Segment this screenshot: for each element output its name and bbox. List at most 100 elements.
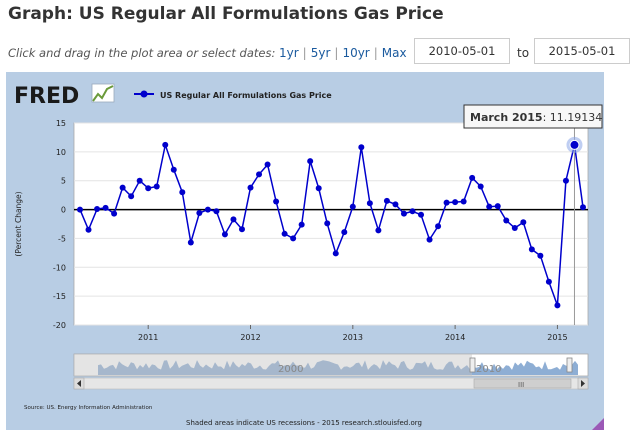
- scrollbar-thumb[interactable]: [473, 378, 572, 389]
- end-date-input[interactable]: [534, 38, 630, 64]
- data-point: [511, 225, 518, 232]
- data-point: [554, 302, 561, 309]
- footer-text: Shaded areas indicate US recessions - 20…: [186, 419, 422, 427]
- navigator-right-handle[interactable]: [566, 357, 573, 373]
- x-tick-label: 2015: [547, 333, 567, 342]
- data-point: [256, 171, 263, 178]
- fred-logo-text: FRED: [14, 84, 79, 109]
- data-point: [238, 226, 245, 233]
- data-point: [230, 216, 237, 223]
- svg-text:March 2015: 11.19134: March 2015: 11.19134: [470, 111, 602, 124]
- data-point: [162, 141, 169, 148]
- instructions-text: Click and drag in the plot area or selec…: [8, 46, 276, 60]
- range-link-1yr[interactable]: 1yr: [279, 46, 299, 60]
- data-point: [247, 184, 254, 191]
- data-point: [153, 183, 160, 190]
- chart-frame: FRED US Regular All Formulations Gas Pri…: [6, 72, 604, 430]
- data-point: [443, 199, 450, 206]
- data-point: [307, 158, 314, 165]
- plot-area[interactable]: [73, 122, 589, 326]
- fred-logo[interactable]: FRED: [14, 83, 115, 109]
- data-point: [383, 197, 390, 204]
- data-point: [281, 230, 288, 237]
- separator: |: [302, 46, 307, 60]
- data-point: [213, 208, 220, 215]
- fred-logo-mark-icon: [91, 83, 115, 103]
- y-tick-label: 15: [56, 119, 66, 128]
- data-point: [435, 223, 442, 230]
- data-point: [119, 184, 126, 191]
- start-date-input[interactable]: [414, 38, 510, 64]
- separator: |: [373, 46, 378, 60]
- data-point: [324, 220, 331, 227]
- chart-svg[interactable]: FRED US Regular All Formulations Gas Pri…: [6, 72, 604, 430]
- data-point: [494, 203, 501, 210]
- y-tick-label: -20: [53, 321, 66, 330]
- legend[interactable]: US Regular All Formulations Gas Price: [134, 90, 332, 101]
- navigator-area: [98, 360, 578, 375]
- data-point: [179, 189, 186, 196]
- data-point: [298, 221, 305, 228]
- data-point: [477, 183, 484, 190]
- tooltip: March 2015: 11.19134: [463, 104, 603, 129]
- data-point: [469, 174, 476, 181]
- scrollbar-grip: III: [518, 381, 524, 389]
- legend-label: US Regular All Formulations Gas Price: [160, 91, 332, 100]
- data-point: [332, 250, 339, 257]
- data-point: [503, 217, 510, 224]
- data-point: [204, 206, 211, 213]
- data-point: [358, 144, 365, 151]
- data-point: [580, 204, 586, 211]
- range-link-10yr[interactable]: 10yr: [342, 46, 370, 60]
- navigator-mask: [74, 354, 472, 376]
- page-title: Graph: US Regular All Formulations Gas P…: [8, 4, 444, 24]
- data-point: [537, 252, 544, 259]
- scroll-left-arrow-icon: [77, 380, 81, 387]
- data-point: [392, 201, 399, 208]
- y-axis-label: (Percent Change): [14, 191, 23, 256]
- data-point: [170, 166, 177, 173]
- data-point: [315, 185, 322, 192]
- data-point: [290, 235, 297, 242]
- data-point: [460, 198, 467, 205]
- range-link-max[interactable]: Max: [381, 46, 407, 60]
- data-point: [187, 239, 194, 246]
- data-point: [349, 203, 356, 210]
- navigator-left-handle[interactable]: [469, 357, 476, 373]
- y-tick-label: -10: [53, 263, 66, 272]
- range-link-5yr[interactable]: 5yr: [310, 46, 331, 60]
- data-point: [418, 211, 425, 218]
- y-tick-label: -5: [58, 234, 66, 243]
- data-point: [77, 206, 83, 213]
- data-point: [400, 210, 407, 217]
- navigator-label-2000: 2000: [278, 364, 303, 375]
- x-tick-label: 2013: [343, 333, 363, 342]
- resize-corner-icon[interactable]: [592, 418, 604, 430]
- navigator[interactable]: 2000 2010 III: [73, 353, 589, 390]
- y-axis-ticks: 15 10 5 0 -5 -10 -15 -20: [53, 119, 66, 330]
- data-point: [409, 208, 416, 215]
- tooltip-label: March 2015: [470, 111, 543, 124]
- x-tick-label: 2011: [138, 333, 158, 342]
- data-point: [128, 193, 135, 200]
- legend-marker-icon: [140, 90, 148, 98]
- data-point: [136, 177, 143, 184]
- data-point: [94, 205, 101, 212]
- separator: |: [334, 46, 339, 60]
- data-point: [196, 210, 203, 217]
- scroll-right-arrow-icon: [581, 380, 585, 387]
- data-point: [221, 231, 228, 238]
- y-tick-label: 0: [61, 206, 66, 215]
- y-tick-label: 5: [61, 177, 66, 186]
- navigator-label-2010: 2010: [476, 364, 501, 375]
- data-point: [341, 229, 348, 236]
- to-label: to: [517, 46, 530, 60]
- data-point: [366, 200, 373, 207]
- x-tick-label: 2014: [445, 333, 465, 342]
- y-tick-label: -15: [53, 292, 66, 301]
- data-point: [486, 203, 493, 210]
- source-text: Source: US. Energy Information Administr…: [24, 405, 153, 411]
- tooltip-separator: :: [543, 111, 550, 124]
- series-points: [77, 136, 586, 309]
- data-point: [545, 278, 552, 285]
